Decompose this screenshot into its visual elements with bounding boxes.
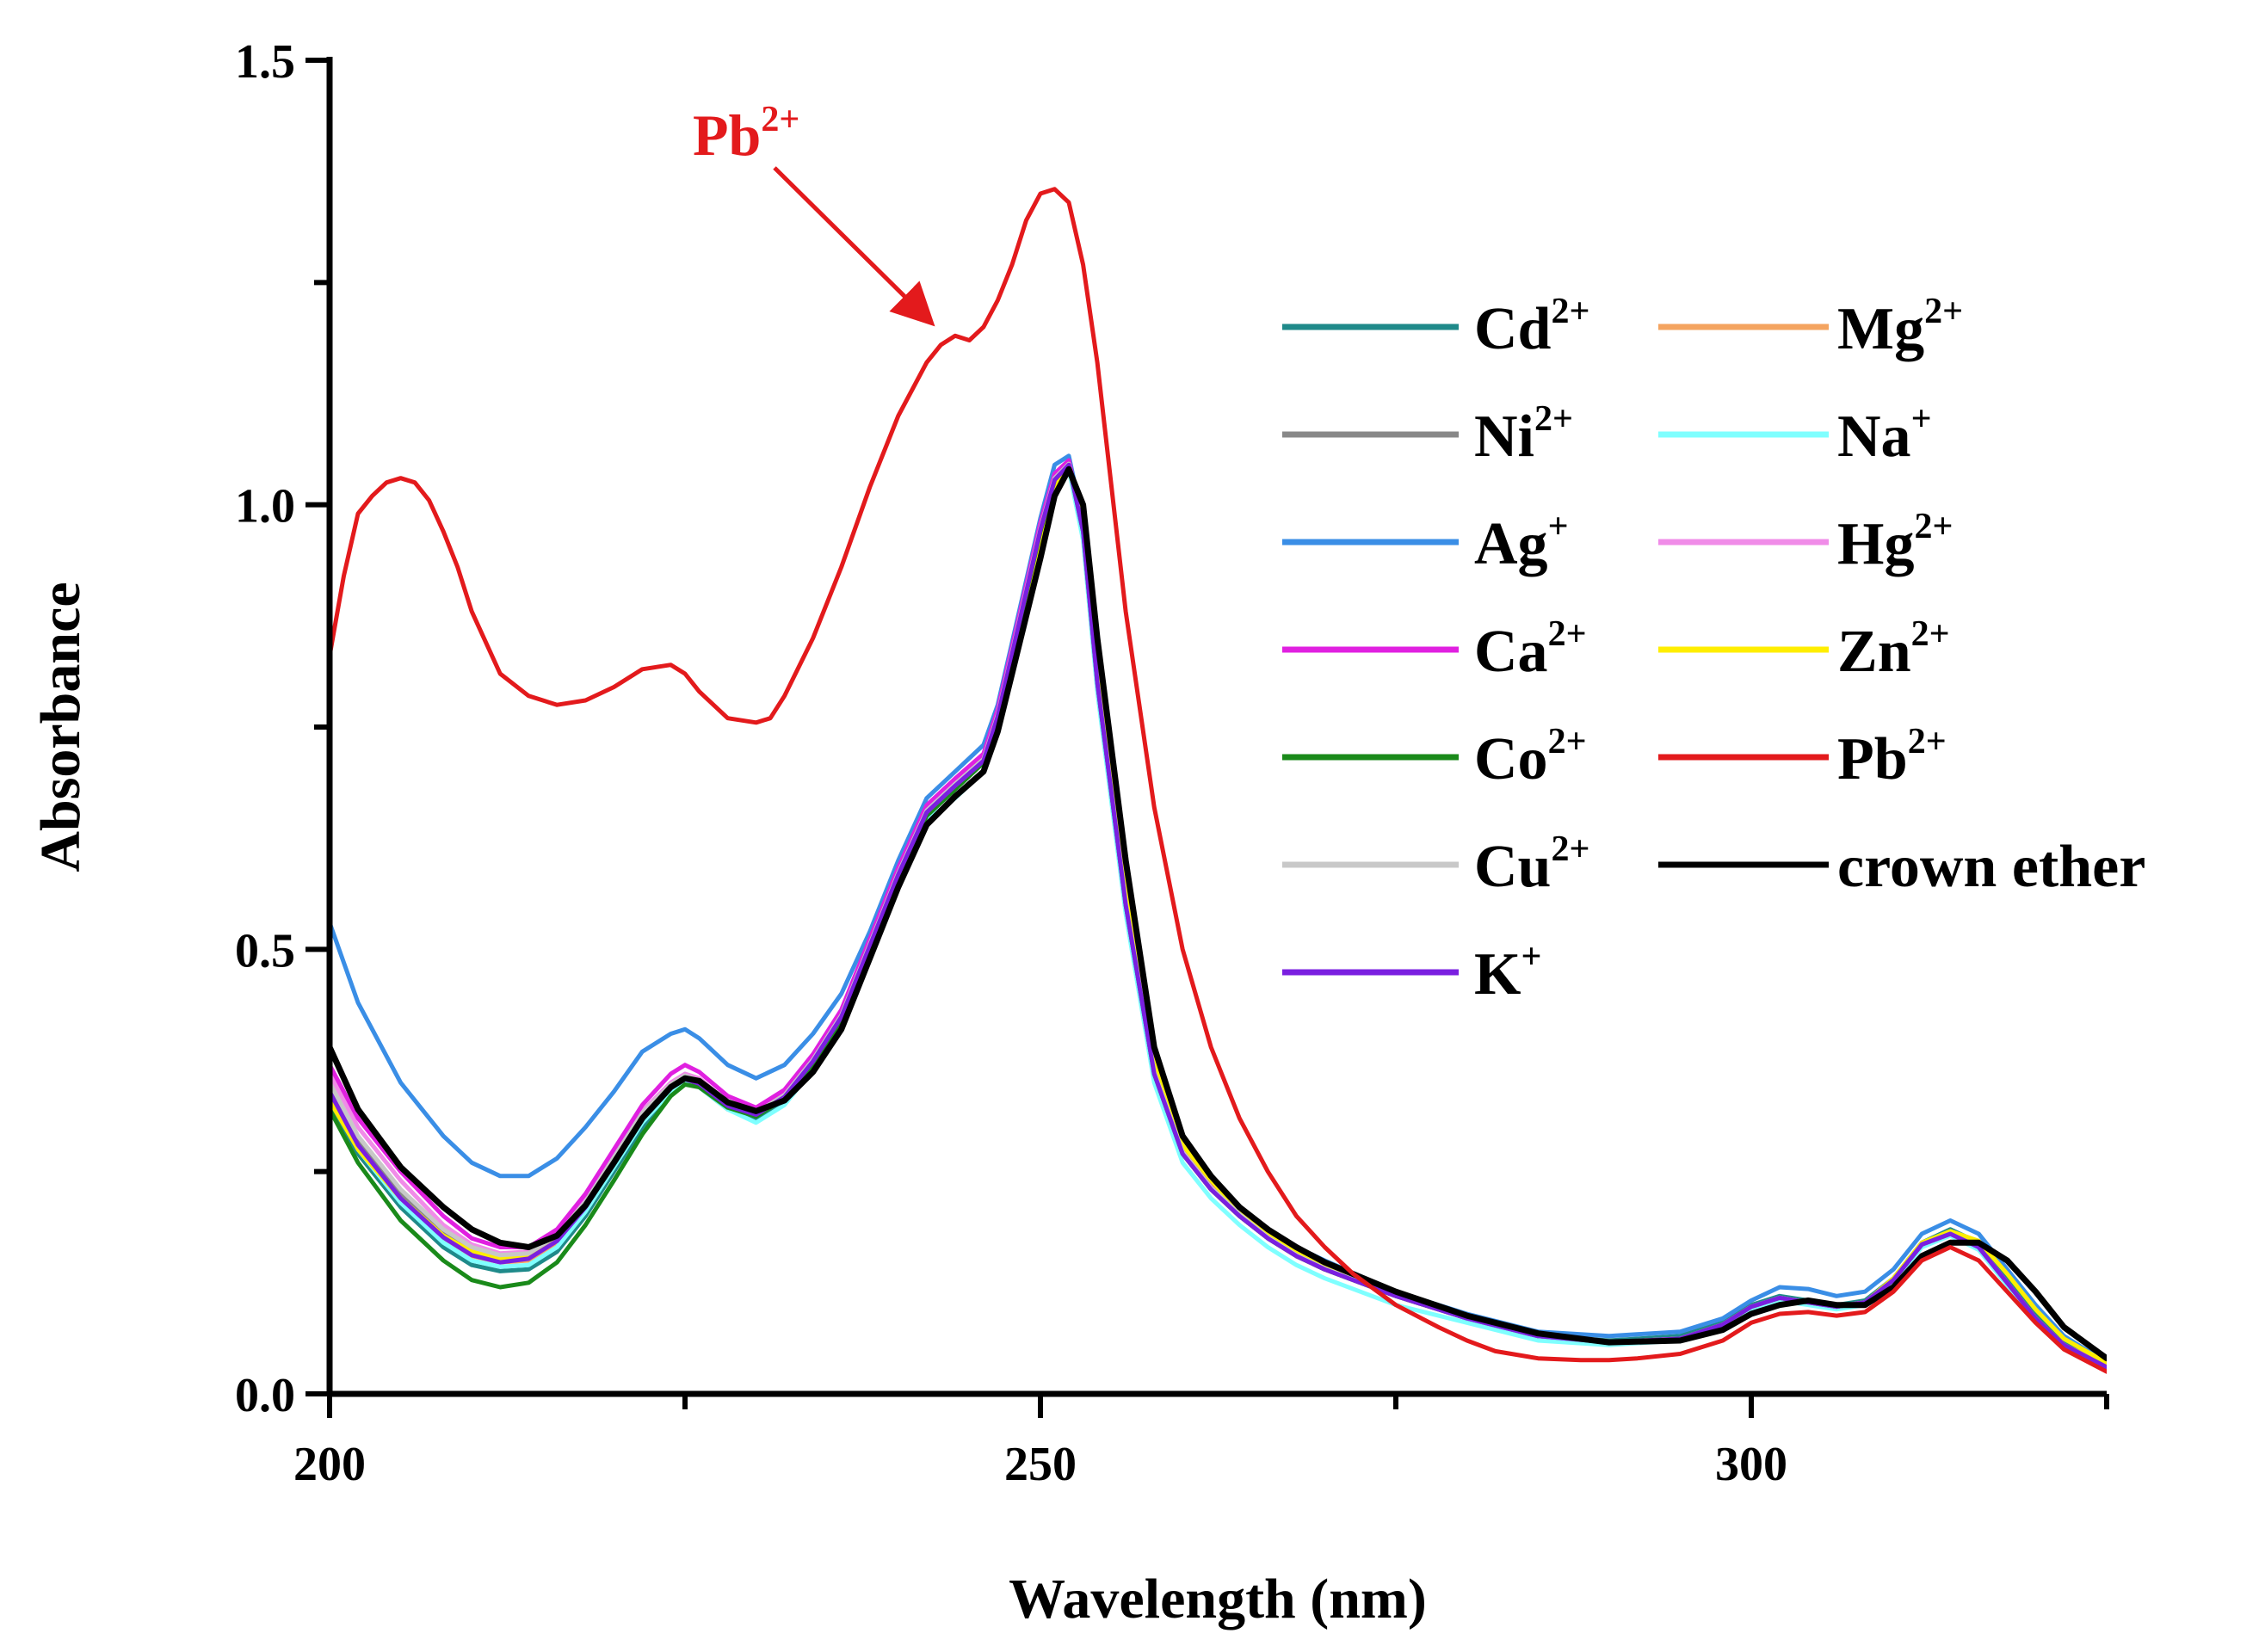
legend-item-ca: Ca2+ (1282, 614, 1587, 685)
annotation-arrow (773, 166, 935, 327)
legend-label: Cd2+ (1474, 292, 1589, 362)
legend-label: Co2+ (1474, 722, 1587, 792)
legend-item-cd: Cd2+ (1282, 292, 1589, 362)
y-tick-label: 0.0 (235, 1369, 295, 1422)
series-line-pb (330, 187, 2107, 1374)
y-tick-label: 0.5 (235, 924, 295, 977)
x-axis-title: Wavelength (nm) (1009, 1568, 1427, 1630)
series-layer (330, 187, 2107, 1374)
legend-label: Cu2+ (1474, 829, 1589, 900)
legend-label: Pb2+ (1837, 722, 1947, 792)
series-line-ni (330, 462, 2107, 1370)
x-tick-label: 250 (1004, 1438, 1077, 1491)
y-tick-label: 1.5 (235, 35, 295, 89)
legend-item-k: K+ (1282, 937, 1541, 1008)
legend-item-co: Co2+ (1282, 722, 1587, 792)
legend-item-ag: Ag+ (1282, 507, 1569, 577)
series-line-na (330, 466, 2107, 1370)
legend-label: Ag+ (1474, 507, 1569, 577)
legend-label: Mg2+ (1837, 292, 1963, 362)
series-line-hg (330, 459, 2107, 1372)
legend-item-cu: Cu2+ (1282, 829, 1589, 900)
legend-label: Ni2+ (1474, 399, 1573, 470)
series-line-ca (330, 458, 2107, 1370)
legend-label: Zn2+ (1837, 614, 1950, 685)
legend-item-pb: Pb2+ (1658, 722, 1947, 792)
series-line-co (330, 462, 2107, 1370)
series-line-ag (330, 453, 2107, 1365)
y-tick-label: 1.0 (235, 480, 295, 533)
y-axis-title: Absorbance (29, 582, 92, 872)
x-tick-label: 200 (293, 1438, 366, 1491)
legend-label: Na+ (1837, 399, 1932, 470)
legend-item-hg: Hg2+ (1658, 507, 1953, 577)
legend-label: Ca2+ (1474, 614, 1587, 685)
series-line-cd (330, 458, 2107, 1365)
axes (306, 57, 2109, 1418)
legend: Cd2+ Mg2+ Ni2+ Na+ Ag+ Hg2+ Ca2+ Zn2+ Co2+ Pb2+ Cu… (1282, 292, 2145, 1008)
series-line-k (330, 462, 2107, 1370)
series-line-crown-ether (330, 465, 2107, 1362)
legend-label: Hg2+ (1837, 507, 1953, 577)
legend-item-zn: Zn2+ (1658, 614, 1950, 685)
legend-item-crown-ether: crown ether (1658, 834, 2145, 900)
legend-item-mg: Mg2+ (1658, 292, 1963, 362)
series-line-mg (330, 462, 2107, 1368)
legend-label: K+ (1474, 937, 1541, 1008)
legend-item-ni: Ni2+ (1282, 399, 1573, 470)
series-line-zn (330, 466, 2107, 1365)
legend-item-na: Na+ (1658, 399, 1932, 470)
x-tick-label: 300 (1715, 1438, 1787, 1491)
tick-labels: 200 250 300 0.0 0.5 1.0 1.5 (235, 35, 1787, 1491)
legend-label: crown ether (1837, 834, 2145, 900)
series-line-cu (330, 461, 2107, 1370)
annotation-label: Pb2+ (693, 100, 799, 168)
pb-annotation: Pb2+ (693, 100, 935, 327)
